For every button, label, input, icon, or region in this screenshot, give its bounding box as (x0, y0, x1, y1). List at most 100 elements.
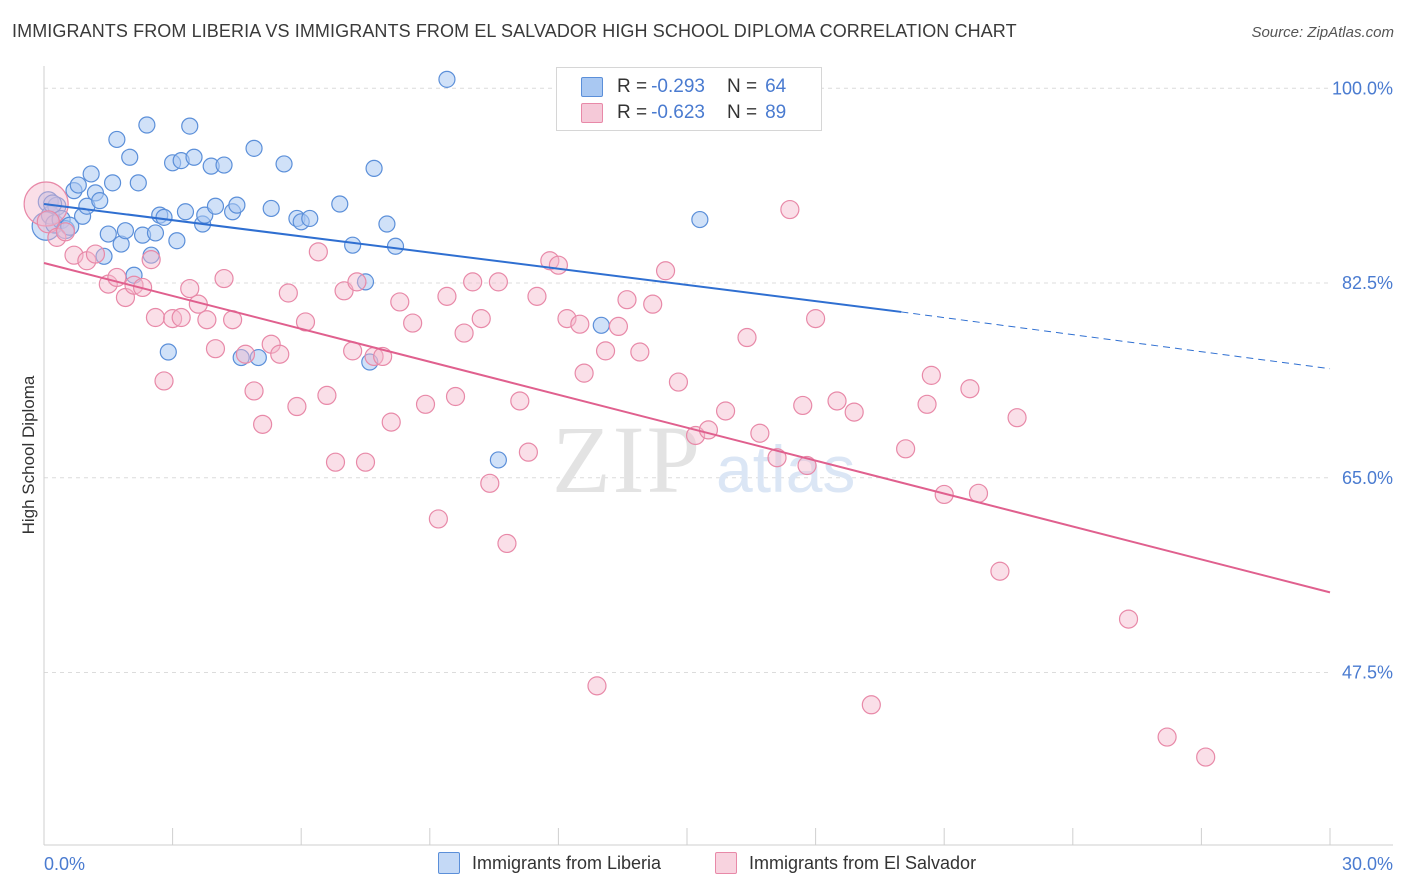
point-salvador (1118, 609, 1139, 629)
series-salvador-points (23, 181, 1216, 767)
chart-title: IMMIGRANTS FROM LIBERIA VS IMMIGRANTS FR… (12, 21, 1017, 41)
legend-r-value: -0.623 (651, 102, 705, 123)
y-tick-label: 47.5% (1342, 663, 1393, 683)
point-salvador (527, 286, 547, 306)
point-salvador (36, 210, 60, 234)
point-salvador (325, 452, 346, 472)
point-liberia (215, 156, 233, 174)
stats-legend: R = -0.293 N = 64 R = -0.623 N = 89 (556, 67, 822, 131)
point-salvador (540, 251, 560, 271)
y-axis-label: High School Diploma (19, 375, 38, 534)
point-salvador (767, 448, 787, 468)
point-salvador (197, 310, 217, 330)
point-liberia (99, 225, 117, 243)
y-tick-label: 82.5% (1342, 273, 1393, 293)
point-liberia (138, 116, 156, 134)
series-legend: Immigrants from Liberia Immigrants from … (0, 852, 1406, 878)
point-liberia (42, 194, 63, 214)
point-liberia (365, 159, 383, 177)
point-salvador (655, 261, 676, 281)
point-salvador (715, 401, 736, 421)
point-salvador (595, 341, 616, 361)
point-liberia (82, 165, 100, 183)
point-salvador (437, 286, 457, 306)
legend-row-salvador: R = -0.623 N = 89 (581, 101, 786, 125)
x-tick-label: 30.0% (1342, 854, 1393, 874)
point-liberia (181, 117, 199, 135)
watermark: ZIP atlas (552, 406, 855, 513)
point-salvador (244, 381, 264, 401)
legend-r-label: R = (617, 76, 648, 97)
point-salvador (347, 272, 367, 292)
point-salvador (844, 402, 864, 422)
legend-n-label: N = (726, 76, 758, 97)
x-tick-labels: 0.0% 30.0% (44, 854, 1393, 874)
point-salvador (214, 268, 234, 289)
point-salvador (698, 420, 719, 440)
point-salvador (574, 363, 594, 383)
point-salvador (797, 455, 817, 476)
legend-swatch-liberia (438, 852, 460, 874)
legend-row-liberia: R = -0.293 N = 64 (581, 75, 786, 99)
legend-swatch-liberia (581, 77, 603, 97)
point-salvador (171, 307, 191, 328)
point-salvador (454, 323, 474, 343)
point-salvador (308, 242, 328, 262)
point-salvador (630, 342, 650, 362)
legend-label-salvador: Immigrants from El Salvador (749, 852, 977, 873)
point-salvador (861, 695, 881, 715)
point-salvador (518, 442, 538, 462)
point-salvador (548, 255, 569, 275)
point-salvador (445, 386, 466, 407)
point-salvador (1196, 747, 1216, 767)
legend-item-liberia[interactable]: Immigrants from Liberia (438, 852, 661, 874)
legend-n-value: 64 (765, 76, 787, 97)
point-liberia (159, 343, 177, 361)
point-salvador (1007, 408, 1027, 428)
point-liberia (275, 155, 293, 173)
point-salvador (403, 313, 423, 333)
point-liberia (331, 195, 349, 213)
point-salvador (355, 452, 376, 472)
point-liberia (155, 208, 173, 226)
y-tick-label: 65.0% (1342, 468, 1393, 488)
point-salvador (141, 250, 161, 270)
point-salvador (85, 244, 106, 264)
legend-n-value: 89 (765, 102, 787, 123)
point-salvador (968, 483, 989, 503)
point-salvador (471, 309, 491, 329)
trendlines (43, 203, 1331, 594)
point-liberia (91, 192, 109, 210)
point-liberia (108, 130, 126, 149)
point-salvador (154, 371, 174, 391)
point-liberia (176, 203, 195, 221)
point-salvador (643, 294, 663, 314)
point-salvador (570, 314, 590, 334)
point-salvador (55, 222, 76, 242)
point-salvador (793, 395, 813, 416)
legend-r-label: R = (617, 102, 648, 123)
y-tick-labels: 100.0% 82.5% 65.0% 47.5% (1332, 78, 1393, 682)
y-tick-label: 100.0% (1332, 78, 1393, 98)
point-salvador (390, 292, 410, 312)
point-liberia (245, 139, 263, 157)
point-salvador (587, 676, 607, 696)
point-salvador (827, 391, 847, 411)
legend-label-liberia: Immigrants from Liberia (472, 852, 662, 873)
point-liberia (185, 148, 203, 166)
legend-item-salvador[interactable]: Immigrants from El Salvador (715, 852, 976, 874)
point-salvador (805, 309, 826, 329)
point-salvador (480, 473, 500, 493)
trendline-salvador (43, 262, 1331, 594)
point-salvador (270, 344, 290, 364)
point-liberia (103, 174, 122, 192)
legend-swatch-salvador (581, 103, 603, 123)
point-liberia (168, 232, 186, 250)
point-salvador (960, 379, 980, 399)
point-salvador (145, 307, 166, 328)
point-salvador (497, 533, 517, 554)
trendline-liberia-extension (901, 311, 1331, 370)
source-label: Source: ZipAtlas.com (1251, 24, 1394, 41)
point-liberia (232, 348, 250, 367)
point-salvador (617, 290, 637, 310)
